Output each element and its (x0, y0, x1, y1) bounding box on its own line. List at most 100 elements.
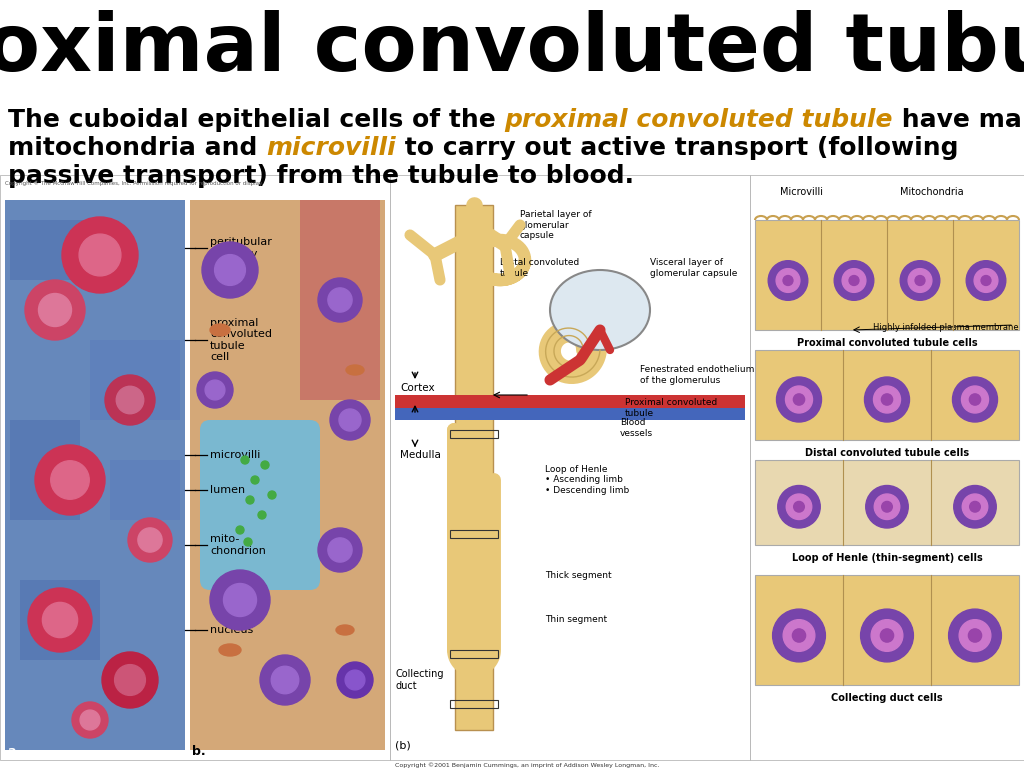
Text: b.: b. (193, 745, 206, 758)
Bar (190, 200, 385, 750)
Circle shape (246, 496, 254, 504)
Text: Collecting duct cells: Collecting duct cells (831, 693, 943, 703)
Circle shape (330, 400, 370, 440)
Circle shape (871, 620, 903, 651)
Text: Distal convoluted tubule cells: Distal convoluted tubule cells (805, 448, 969, 458)
Circle shape (970, 394, 981, 406)
Circle shape (105, 375, 155, 425)
Circle shape (241, 456, 249, 464)
Circle shape (776, 269, 800, 293)
Circle shape (268, 491, 276, 499)
Circle shape (772, 609, 825, 662)
Circle shape (39, 293, 72, 326)
Circle shape (785, 386, 812, 413)
Circle shape (849, 276, 859, 286)
Bar (90, 340, 180, 420)
Circle shape (202, 242, 258, 298)
Circle shape (970, 502, 980, 512)
Circle shape (197, 372, 233, 408)
Bar (450, 430, 498, 438)
Text: Proximal convoluted
tubule: Proximal convoluted tubule (625, 399, 717, 418)
Bar (755, 350, 1019, 440)
Circle shape (882, 502, 892, 512)
Text: (b): (b) (395, 740, 411, 750)
Circle shape (102, 652, 158, 708)
Circle shape (138, 528, 162, 552)
Circle shape (251, 476, 259, 484)
Bar (390, 175, 750, 760)
Circle shape (79, 234, 121, 276)
Bar (455, 205, 493, 730)
Text: have many: have many (893, 108, 1024, 132)
Circle shape (969, 629, 982, 642)
Circle shape (205, 380, 225, 400)
Text: proximal convoluted tubule: proximal convoluted tubule (505, 108, 893, 132)
Ellipse shape (346, 365, 364, 375)
Circle shape (328, 288, 352, 312)
Circle shape (959, 620, 991, 651)
Circle shape (873, 386, 900, 413)
Text: microvilli: microvilli (210, 450, 260, 460)
Circle shape (210, 570, 270, 630)
Circle shape (72, 702, 108, 738)
Text: Proximal convoluted tubule cells: Proximal convoluted tubule cells (797, 338, 977, 348)
Circle shape (258, 511, 266, 519)
Circle shape (794, 502, 804, 512)
Bar (110, 460, 180, 520)
Bar (755, 220, 1019, 330)
Bar (755, 575, 1019, 685)
Ellipse shape (550, 270, 650, 350)
Text: Cortex: Cortex (400, 383, 434, 393)
Circle shape (783, 276, 793, 286)
Circle shape (244, 538, 252, 546)
Text: The cuboidal epithelial cells of the: The cuboidal epithelial cells of the (8, 108, 505, 132)
Circle shape (908, 269, 932, 293)
FancyBboxPatch shape (200, 420, 319, 590)
Circle shape (786, 494, 812, 519)
Bar (395, 408, 745, 420)
Circle shape (271, 667, 299, 694)
Text: Distal convoluted
tubule: Distal convoluted tubule (500, 258, 580, 278)
Text: Thick segment: Thick segment (545, 571, 611, 580)
Circle shape (881, 629, 894, 642)
Text: lumen: lumen (210, 485, 245, 495)
Circle shape (778, 485, 820, 528)
Text: peritubular
capillary: peritubular capillary (210, 237, 272, 259)
Circle shape (963, 494, 988, 519)
Text: a.: a. (8, 745, 22, 758)
Text: Medulla: Medulla (400, 450, 441, 460)
Text: to carry out active transport (following: to carry out active transport (following (396, 136, 958, 160)
Text: microvilli: microvilli (266, 136, 396, 160)
Circle shape (260, 655, 310, 705)
Circle shape (948, 609, 1001, 662)
Circle shape (962, 386, 988, 413)
Circle shape (953, 485, 996, 528)
Text: Copyright © The McGraw-Hill Companies, Inc. Permission required for reproduction: Copyright © The McGraw-Hill Companies, I… (5, 180, 263, 186)
Text: Collecting
duct: Collecting duct (395, 669, 443, 690)
Text: Visceral layer of
glomerular capsule: Visceral layer of glomerular capsule (650, 258, 737, 278)
Circle shape (768, 260, 808, 300)
Circle shape (318, 278, 362, 322)
Circle shape (915, 276, 925, 286)
Circle shape (345, 670, 365, 690)
Circle shape (337, 662, 373, 698)
Circle shape (236, 526, 244, 534)
Circle shape (865, 485, 908, 528)
Bar (10, 420, 80, 520)
Text: mito-
chondrion: mito- chondrion (210, 535, 266, 556)
Circle shape (776, 377, 821, 422)
Circle shape (981, 276, 991, 286)
Bar (750, 175, 1024, 760)
Circle shape (339, 409, 361, 431)
Circle shape (215, 255, 246, 286)
Circle shape (794, 394, 805, 406)
Ellipse shape (219, 644, 241, 656)
Text: passive transport) from the tubule to blood.: passive transport) from the tubule to bl… (8, 164, 634, 188)
Bar (450, 650, 498, 658)
Text: Copyright ©2001 Benjamin Cummings, an imprint of Addison Wesley Longman, Inc.: Copyright ©2001 Benjamin Cummings, an im… (395, 762, 659, 768)
Text: Loop of Henle
• Ascending limb
• Descending limb: Loop of Henle • Ascending limb • Descend… (545, 465, 630, 495)
Circle shape (261, 461, 269, 469)
Circle shape (62, 217, 138, 293)
Bar (10, 220, 90, 280)
Circle shape (25, 280, 85, 340)
